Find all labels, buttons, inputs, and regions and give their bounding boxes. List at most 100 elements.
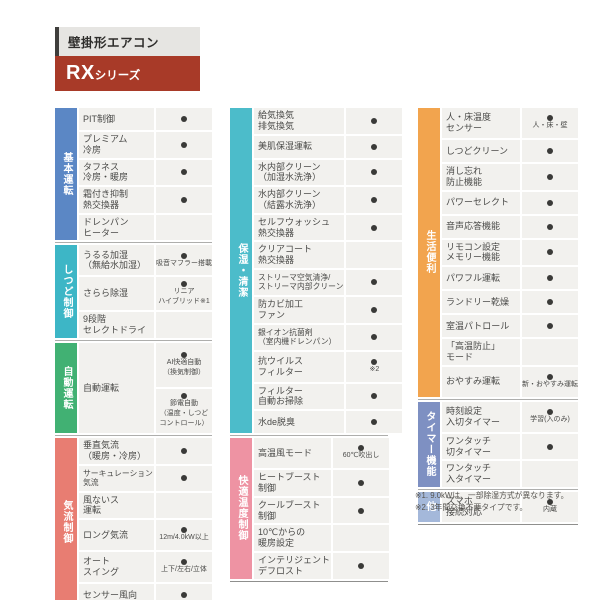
feature-name-line: デフロスト: [258, 565, 304, 576]
feature-row: 霜付き抑制 熱交換器: [79, 187, 212, 213]
feature-row: プレミアム 冷房: [79, 132, 212, 158]
feature-name: うるる加湿 （無給水加湿）: [79, 245, 154, 276]
feature-value: [346, 108, 403, 134]
section-label: 他: [418, 491, 440, 522]
feature-row: 風ないス 運転: [79, 492, 212, 519]
feature-row: ワンタッチ 切タイマー: [442, 433, 578, 460]
feature-row: スマホ 接続対応 内蔵: [442, 491, 578, 522]
feature-row: パワフル運転: [442, 267, 578, 290]
availability-note: 60℃吹出し: [342, 452, 380, 460]
feature-name: 10℃からの 暖房設定: [254, 525, 332, 551]
feature-name-line: 熱交換器: [83, 199, 120, 210]
feature-row: 銀イオン抗菌剤 （室内機ドレンパン）: [254, 324, 403, 350]
feature-row: 水内部クリーン （結露水洗浄）: [254, 187, 403, 213]
availability-note: 学習(入のみ): [530, 415, 570, 423]
availability-note: 人・床・壁: [532, 122, 568, 130]
feature-value: [156, 492, 212, 519]
feature-row: 美肌保湿運転: [254, 135, 403, 158]
feature-value: [156, 437, 212, 464]
feature-row: 10℃からの 暖房設定: [254, 525, 390, 551]
feature-row: クリアコート 熱交換器: [254, 242, 403, 268]
feature-name: しつどクリーン: [442, 140, 520, 162]
feature-value: [346, 383, 403, 410]
feature-name: 風ないス 運転: [79, 492, 154, 519]
feature-row: 9段階 セレクトドライ: [79, 312, 212, 338]
feature-name-line: 高温風モード: [258, 447, 313, 458]
section-rows: 時刻設定 入切タイマー 学習(入のみ) ワンタッチ 切タイマー ワンタッチ 入タイマー: [442, 401, 578, 487]
availability-dot: [547, 148, 553, 154]
feature-name: 防カビ加工 ファン: [254, 296, 345, 323]
feature-row: ロング気流 12m/4.0kW以上: [79, 520, 212, 551]
series-header: RXシリーズ: [55, 56, 200, 91]
feature-name: リモコン設定 メモリー機能: [442, 239, 520, 266]
feature-name: ワンタッチ 切タイマー: [442, 433, 520, 460]
feature-row: ドレンパン ヒーター: [79, 214, 212, 241]
feature-value: 人・床・壁: [522, 108, 578, 138]
availability-note: 新・おやすみ運転: [522, 380, 578, 388]
feature-name-line: 美肌保湿運転: [258, 141, 313, 152]
feature-name: インテリジェント デフロスト: [254, 552, 332, 579]
feature-name-line: さらら除湿: [83, 288, 129, 299]
feature-value: [522, 461, 578, 487]
feature-name: 「高温防止」 モード: [442, 339, 520, 365]
feature-value: [522, 239, 578, 266]
feature-name: ストリーマ空気清浄/ストリーマ内部クリーン: [254, 269, 345, 295]
feature-name: ドレンパン ヒーター: [79, 214, 154, 241]
feature-name-line: （無給水加湿）: [83, 260, 147, 271]
feature-name: 水内部クリーン （結露水洗浄）: [254, 187, 345, 213]
feature-value: [346, 324, 403, 350]
feature-value: [156, 584, 212, 600]
feature-row: 給気換気 排気換気: [254, 108, 403, 134]
availability-dot: [358, 445, 365, 452]
feature-name-line: 水内部クリーン: [258, 161, 321, 172]
feature-value: [522, 140, 578, 162]
section-label: 保湿・清潔: [230, 108, 252, 434]
availability-dot: [371, 358, 378, 365]
feature-name-line: 制御: [258, 510, 277, 521]
availability-dot: [371, 279, 378, 286]
availability-note: コントロール）: [159, 419, 209, 427]
feature-name-line: ストリーマ内部クリーン: [258, 282, 344, 292]
feature-name: 人・床温度 センサー: [442, 108, 520, 138]
feature-row: 垂直気流 （暖房・冷房）: [79, 437, 212, 464]
feature-name-line: 冷房: [83, 144, 102, 155]
feature-row: PIT制御: [79, 108, 212, 130]
feature-name-line: （暖房・冷房）: [83, 450, 147, 461]
feature-name: 消し忘れ 防止機能: [442, 164, 520, 190]
feature-name: パワフル運転: [442, 267, 520, 290]
availability-note: 節電自動: [170, 400, 198, 408]
feature-name-line: ドレンパン: [83, 216, 129, 227]
availability-dot: [371, 393, 378, 400]
feature-name: ランドリー乾燥: [442, 291, 520, 314]
feature-value: [522, 164, 578, 190]
availability-dot: [358, 562, 365, 569]
feature-row: ヒートブースト 制御: [254, 470, 390, 496]
feature-name-line: 暖房設定: [258, 538, 295, 549]
feature-name-line: 霜付き抑制: [83, 189, 129, 200]
feature-name-line: 垂直気流: [83, 439, 120, 450]
feature-name: 室温パトロール: [442, 315, 520, 338]
section-label: タイマー機能: [418, 401, 440, 487]
feature-name-line: 水de脱臭: [258, 416, 296, 427]
feature-name-line: セレクトドライ: [83, 325, 147, 336]
feature-column-3: 生活便利 人・床温度 センサー 人・床・壁 しつどクリーン 消し忘れ 防止機能 パワーセレクト…: [418, 108, 578, 525]
availability-dot: [547, 115, 553, 122]
availability-note: 12m/4.0kW以上: [159, 534, 209, 542]
feature-section: 快適温度制御 高温風モード 60℃吹出し ヒートブースト 制御 クールブースト 制御 10℃か…: [230, 435, 390, 579]
feature-value: [333, 470, 390, 496]
availability-dot: [547, 323, 553, 330]
feature-name: オート スイング: [79, 552, 154, 583]
feature-value: [156, 465, 212, 491]
feature-name-line: 10℃からの: [258, 527, 306, 538]
availability-dot: [371, 224, 378, 231]
feature-value: [346, 214, 403, 241]
feature-name-line: 風ないス: [83, 494, 120, 505]
availability-dot: [547, 408, 553, 415]
feature-row: 水内部クリーン （加湿水洗浄）: [254, 159, 403, 186]
feature-value: 60℃吹出し: [333, 438, 390, 469]
availability-dot: [547, 199, 553, 206]
feature-name: さらら除湿: [79, 277, 154, 311]
feature-row: ランドリー乾燥: [442, 291, 578, 314]
feature-name-line: 水内部クリーン: [258, 189, 321, 200]
feature-value: [522, 215, 578, 238]
